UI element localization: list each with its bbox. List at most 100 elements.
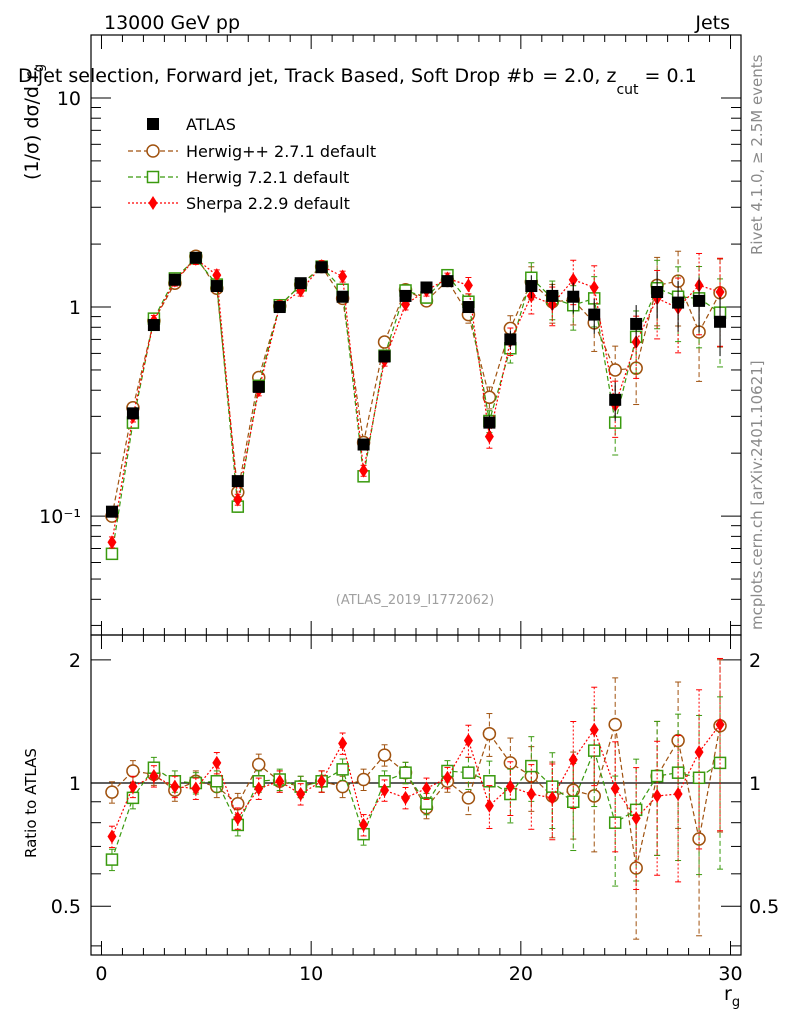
ratio-data-point: [107, 829, 117, 844]
main-data-point: [484, 429, 494, 444]
main-data-point: [441, 275, 454, 288]
ratio-series-0: [105, 659, 727, 940]
ratio-data-point: [105, 785, 119, 799]
main-data-point: [252, 380, 265, 393]
ratio-y-tick-label: 0.5: [51, 896, 81, 918]
main-data-point: [608, 363, 622, 377]
x-tick-label: 20: [509, 963, 533, 985]
main-data-point: [336, 290, 349, 303]
ratio-data-point: [380, 783, 390, 798]
main-data-point: [609, 393, 622, 406]
legend-label: Herwig 7.2.1 default: [186, 168, 349, 187]
main-data-point: [105, 547, 119, 561]
ratio-y-tick-label-right: 0.5: [749, 896, 779, 918]
legend-label: Herwig++ 2.7.1 default: [186, 142, 376, 161]
ratio-data-point: [336, 763, 349, 776]
ratio-data-point: [401, 790, 411, 805]
x-tick-label: 0: [95, 963, 107, 985]
ratio-y-tick-label: 1: [69, 773, 81, 795]
ratio-data-point: [442, 770, 452, 785]
ratio-data-point: [652, 788, 662, 803]
ratio-series-line: [111, 724, 721, 869]
main-ylabel: (1/σ) dσ/d rg: [21, 64, 47, 180]
beta-eq: = 2.0, z: [542, 65, 616, 87]
side-mcplots-label: mcplots.cern.ch [arXiv:2401.10621]: [748, 360, 766, 630]
ratio-data-point: [212, 755, 222, 770]
energy-label: 13000 GeV pp: [104, 12, 240, 34]
main-data-point: [168, 273, 181, 286]
ratio-data-point: [461, 791, 476, 805]
main-data-point: [294, 277, 307, 290]
xlabel: rg: [724, 983, 740, 1010]
main-data-point: [273, 301, 286, 314]
ratio-data-point: [546, 780, 559, 793]
main-data-point: [504, 333, 517, 346]
ratio-data-point: [317, 774, 327, 789]
main-y-tick-label: 1: [69, 297, 81, 319]
main-data-point: [715, 284, 725, 299]
ratio-data-point: [356, 772, 371, 787]
ratio-series-2: [107, 657, 725, 890]
ratio-series-line: [111, 724, 721, 837]
main-y-tick-label: 10⁻¹: [39, 506, 81, 528]
ratio-ylabel: Ratio to ATLAS: [22, 748, 40, 858]
main-data-point: [359, 463, 369, 478]
ratio-data-point: [587, 744, 601, 757]
ratio-data-point: [505, 779, 515, 794]
main-data-point: [107, 535, 117, 550]
main-data-point: [463, 278, 473, 293]
ratio-data-point: [631, 811, 641, 826]
main-data-point: [672, 296, 685, 309]
ratio-data-point: [149, 769, 159, 784]
x-tick-label: 10: [299, 963, 323, 985]
main-data-point: [231, 475, 244, 488]
ratio-data-point: [359, 817, 369, 832]
ratio-data-point: [589, 722, 599, 737]
main-data-point: [567, 290, 580, 303]
main-data-point: [546, 289, 559, 302]
legend-item: Sherpa 2.2.9 default: [128, 194, 350, 213]
main-series-1: [105, 249, 727, 523]
ratio-data-point: [526, 787, 536, 802]
ratio-data-point: [673, 787, 683, 802]
main-data-point: [212, 268, 222, 283]
legend-item: ATLAS: [147, 115, 236, 134]
ratio-data-point: [275, 774, 285, 789]
main-data-point: [630, 317, 643, 330]
main-series-line: [111, 258, 721, 543]
ratio-data-point: [126, 764, 140, 778]
selection-title-main: Dijet selection, Forward jet, Track Base…: [18, 65, 534, 87]
ratio-y-tick-label-right: 2: [749, 650, 761, 672]
main-series-2: [105, 252, 727, 561]
main-series-line: [111, 255, 721, 517]
main-data-point: [693, 294, 706, 307]
ratio-data-point: [170, 779, 180, 794]
ratio-data-point: [715, 717, 725, 732]
ratio-data-point: [608, 717, 622, 732]
ratio-data-point: [338, 736, 348, 751]
ratio-series-1: [105, 696, 727, 887]
main-data-point: [714, 315, 727, 328]
category-label: Jets: [694, 12, 730, 34]
ratio-data-point: [399, 766, 412, 779]
analysis-id: (ATLAS_2019_I1772062): [336, 593, 494, 608]
main-data-point: [483, 416, 496, 429]
main-y-tick-label: 10: [57, 88, 81, 110]
zcut-tail: = 0.1: [639, 65, 697, 87]
legend-item: Herwig 7.2.1 default: [128, 168, 349, 187]
main-data-point: [189, 251, 202, 264]
ratio-data-point: [568, 752, 578, 767]
ratio-data-point: [254, 781, 264, 796]
main-data-point: [105, 505, 118, 518]
main-series-group: [105, 249, 727, 561]
ratio-data-point: [610, 781, 620, 796]
ratio-data-point: [233, 811, 243, 826]
ratio-y-tick-label-right: 1: [749, 773, 761, 795]
main-series-0: [105, 251, 727, 518]
main-data-point: [378, 350, 391, 363]
ratio-data-point: [484, 798, 494, 813]
main-data-point: [210, 280, 223, 293]
main-data-point: [357, 438, 370, 451]
ratio-data-point: [105, 853, 119, 866]
